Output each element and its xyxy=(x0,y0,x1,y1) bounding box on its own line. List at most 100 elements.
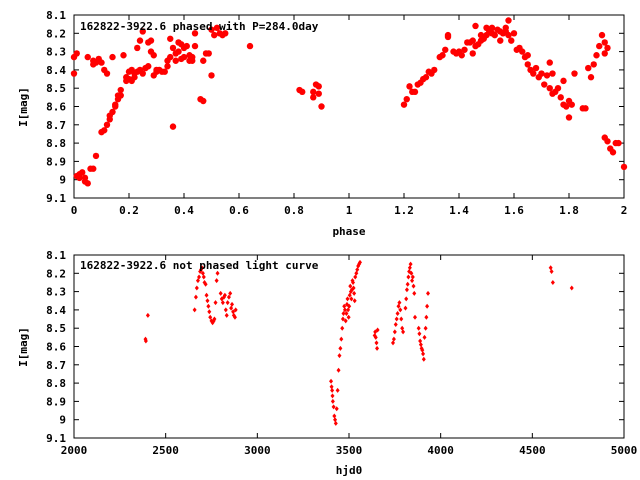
data-point xyxy=(207,309,212,315)
data-point xyxy=(84,180,91,187)
data-point xyxy=(422,334,427,340)
data-point xyxy=(84,53,91,61)
data-point xyxy=(358,259,362,265)
plot-frame xyxy=(73,254,625,439)
data-point xyxy=(329,378,334,384)
data-point xyxy=(549,70,556,77)
data-point xyxy=(398,307,403,313)
x-tick-label: 0.2 xyxy=(119,204,139,217)
y-tick-label: 8.5 xyxy=(46,322,66,335)
data-point xyxy=(569,285,574,291)
data-point xyxy=(554,85,562,92)
data-point xyxy=(565,114,573,121)
data-point xyxy=(563,103,570,110)
data-point xyxy=(548,265,553,271)
data-point xyxy=(330,398,335,404)
data-point xyxy=(206,303,211,309)
x-tick-label: 4000 xyxy=(427,444,454,457)
data-point xyxy=(112,103,119,110)
data-point xyxy=(418,342,423,348)
data-point xyxy=(604,44,611,52)
data-point xyxy=(161,68,168,75)
data-point xyxy=(590,61,597,68)
data-point xyxy=(335,387,340,393)
data-point xyxy=(347,303,352,309)
data-point xyxy=(409,270,414,276)
data-point xyxy=(331,404,336,410)
data-point xyxy=(330,393,335,399)
data-point xyxy=(226,294,231,300)
data-point xyxy=(408,261,413,267)
data-point xyxy=(220,300,225,306)
data-point xyxy=(399,316,404,322)
x-tick-labels: 0 0.2 0.4 0.6 0.8 1 1.2 1.4 1.6 1.8 2 xyxy=(71,204,628,217)
data-point xyxy=(400,101,408,108)
data-point xyxy=(103,121,111,128)
y-tick-label: 8.9 xyxy=(46,155,66,168)
data-point xyxy=(109,53,116,61)
data-point xyxy=(401,329,406,335)
data-point xyxy=(230,301,235,307)
data-point xyxy=(404,287,409,293)
data-point xyxy=(200,270,205,276)
data-point xyxy=(411,88,419,96)
data-point xyxy=(598,31,606,39)
data-point xyxy=(354,270,359,276)
data-point xyxy=(524,52,531,59)
data-point xyxy=(90,165,97,172)
data-point xyxy=(203,281,208,287)
plot-frame xyxy=(73,14,625,199)
data-point xyxy=(229,305,234,311)
y-tick-labels: 8.1 8.2 8.3 8.4 8.5 8.6 8.7 8.8 8.9 9 9.1 xyxy=(46,249,66,445)
data-point xyxy=(461,46,468,53)
data-point xyxy=(351,285,356,291)
data-point xyxy=(167,53,174,61)
data-point xyxy=(117,86,124,94)
y-tick-labels: 8.1 8.2 8.3 8.4 8.5 8.6 8.7 8.8 8.9 9 9.1 xyxy=(46,9,66,205)
x-axis-title: hjd0 xyxy=(336,464,363,477)
data-point xyxy=(215,270,220,276)
data-point xyxy=(343,318,348,324)
data-point xyxy=(339,336,344,342)
data-point xyxy=(193,294,198,300)
data-point xyxy=(345,296,350,302)
data-point xyxy=(232,314,237,320)
data-point xyxy=(488,24,496,32)
y-tick-label: 8.3 xyxy=(46,286,66,299)
data-point xyxy=(348,283,353,289)
x-tick-label: 2000 xyxy=(61,444,88,457)
data-point xyxy=(134,44,141,52)
data-point xyxy=(70,70,78,77)
data-point xyxy=(417,331,422,337)
data-point xyxy=(195,278,200,284)
data-point xyxy=(310,88,317,96)
data-point xyxy=(609,149,617,156)
data-point xyxy=(318,103,325,110)
data-point xyxy=(425,303,430,309)
data-points xyxy=(143,259,574,426)
data-point xyxy=(150,52,157,59)
data-point xyxy=(222,292,227,298)
data-point xyxy=(208,72,215,79)
unphased-light-curve-chart: 8.1 8.2 8.3 8.4 8.5 8.6 8.7 8.8 8.9 9 9.1 2000 2500… xyxy=(17,249,637,477)
data-point xyxy=(180,53,188,61)
data-point xyxy=(524,61,531,68)
y-tick-label: 8.3 xyxy=(46,46,66,59)
data-point xyxy=(169,123,177,130)
y-tick-label: 8.2 xyxy=(46,27,66,40)
data-point xyxy=(550,279,555,285)
data-point xyxy=(143,338,148,344)
data-point xyxy=(391,340,395,346)
data-point xyxy=(557,94,564,101)
data-point xyxy=(596,42,603,50)
y-tick-label: 8.7 xyxy=(46,359,66,372)
data-point xyxy=(412,290,417,296)
data-point xyxy=(410,274,415,280)
data-point xyxy=(532,64,540,72)
data-point xyxy=(341,311,346,317)
data-point xyxy=(403,305,408,311)
data-point xyxy=(404,296,409,302)
data-point xyxy=(587,74,595,81)
chart-title: 162822-3922.6 phased with P=284.0day xyxy=(80,20,319,33)
